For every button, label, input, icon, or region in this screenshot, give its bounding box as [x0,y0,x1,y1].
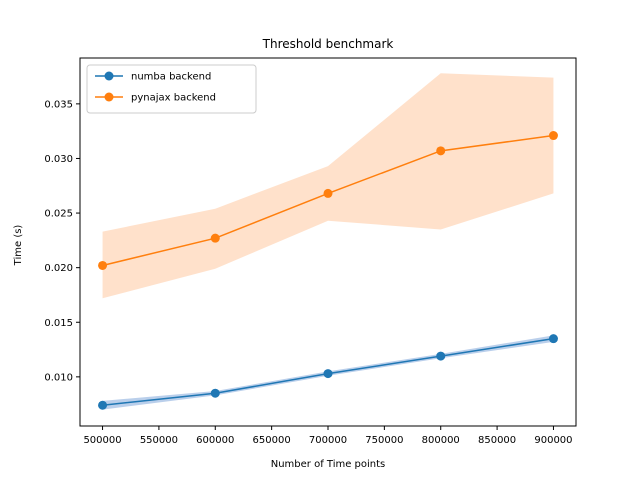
y-axis-label: Time (s) [13,225,24,267]
point-series-0-3 [436,351,446,361]
x-tick-label: 850000 [478,435,516,446]
x-tick-label: 900000 [534,435,572,446]
legend-marker-1 [104,92,114,102]
point-series-0-4 [548,334,558,344]
point-series-1-4 [548,131,558,141]
x-tick-label: 650000 [253,435,291,446]
legend-box [86,64,257,114]
point-series-0-0 [98,400,108,410]
x-tick-label: 750000 [365,435,403,446]
legend: numba backend pynajax backend [86,64,257,114]
series-points [98,131,558,410]
x-tick-label: 550000 [140,435,178,446]
y-tick-label: 0.020 [44,263,73,274]
y-tick-label: 0.025 [44,209,73,220]
y-tick-label: 0.015 [44,318,73,329]
x-tick-label: 800000 [422,435,460,446]
y-tick-label: 0.035 [44,99,73,110]
point-series-1-1 [210,233,220,243]
legend-label-1: pynajax backend [131,93,216,104]
point-series-0-2 [323,369,333,379]
y-tick-label: 0.010 [44,372,73,383]
x-tick-label: 600000 [196,435,234,446]
chart-title: Threshold benchmark [262,37,394,51]
point-series-1-0 [98,260,108,270]
x-tick-label: 700000 [309,435,347,446]
point-series-0-1 [210,388,220,398]
point-series-1-3 [436,146,446,156]
legend-label-0: numba backend [131,72,211,83]
x-axis-label: Number of Time points [271,459,386,470]
point-series-1-2 [323,188,333,198]
y-axis: 0.010 0.015 0.020 0.025 0.030 0.035 [44,99,80,383]
y-tick-label: 0.030 [44,154,73,165]
x-tick-label: 500000 [83,435,121,446]
legend-marker-0 [104,71,114,81]
x-axis: 500000 550000 600000 650000 700000 750000 8000… [83,426,573,446]
